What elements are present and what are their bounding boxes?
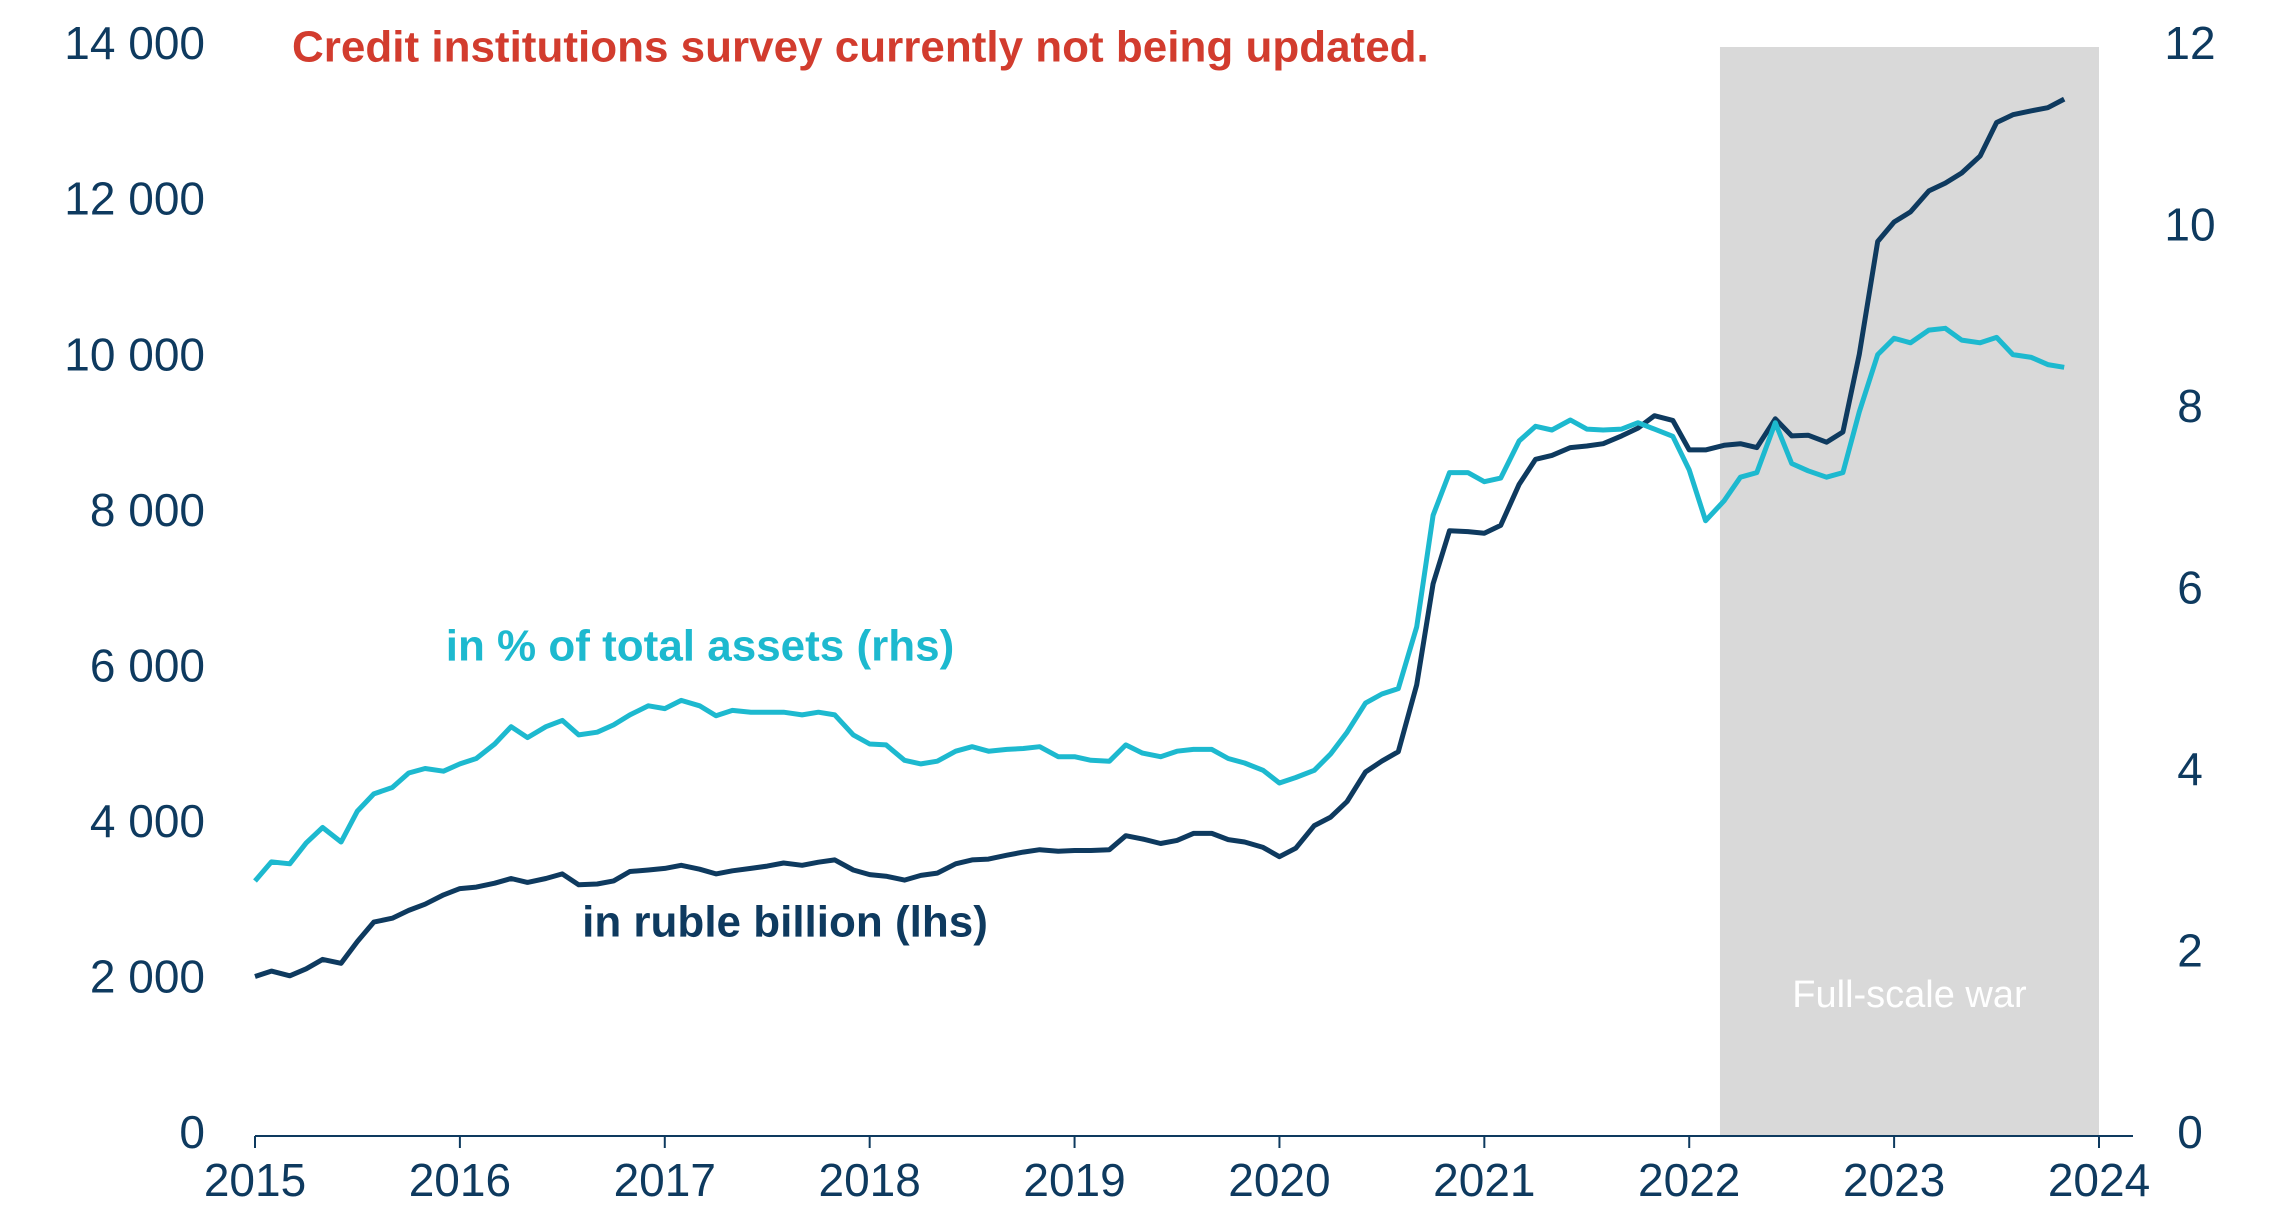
x-tick-label: 2024: [2048, 1154, 2150, 1206]
chart-title: Credit institutions survey currently not…: [292, 23, 1429, 72]
y2-tick-label: 0: [2177, 1106, 2203, 1158]
shade-label: Full-scale war: [1792, 974, 2027, 1016]
x-tick-label: 2015: [204, 1154, 306, 1206]
y-tick-label: 0: [179, 1106, 205, 1158]
x-tick-label: 2023: [1843, 1154, 1945, 1206]
y-tick-label: 4 000: [90, 795, 205, 847]
series-label: in % of total assets (rhs): [446, 622, 955, 671]
y-tick-label: 10 000: [64, 328, 205, 380]
war-shade: [1719, 47, 2099, 1136]
y2-tick-label: 6: [2177, 562, 2203, 614]
y-tick-label: 6 000: [90, 639, 205, 691]
x-tick-label: 2022: [1638, 1154, 1740, 1206]
y2-tick-label: 4: [2177, 743, 2203, 795]
y-tick-label: 12 000: [64, 173, 205, 225]
y-tick-label: 2 000: [90, 951, 205, 1003]
y2-tick-label: 12: [2164, 17, 2215, 69]
y2-tick-label: 8: [2177, 380, 2203, 432]
y-tick-label: 8 000: [90, 484, 205, 536]
y2-tick-label: 10: [2164, 199, 2215, 251]
series-line: [253, 325, 2065, 883]
x-tick-label: 2017: [614, 1154, 716, 1206]
x-tick-label: 2021: [1433, 1154, 1535, 1206]
x-tick-label: 2018: [818, 1154, 920, 1206]
series-line: [254, 96, 2066, 979]
x-tick-label: 2020: [1228, 1154, 1330, 1206]
series-label: in ruble billion (lhs): [582, 898, 988, 947]
x-tick-label: 2019: [1023, 1154, 1125, 1206]
x-tick-label: 2016: [409, 1154, 511, 1206]
y2-tick-label: 2: [2177, 925, 2203, 977]
y-tick-label: 14 000: [64, 17, 205, 69]
